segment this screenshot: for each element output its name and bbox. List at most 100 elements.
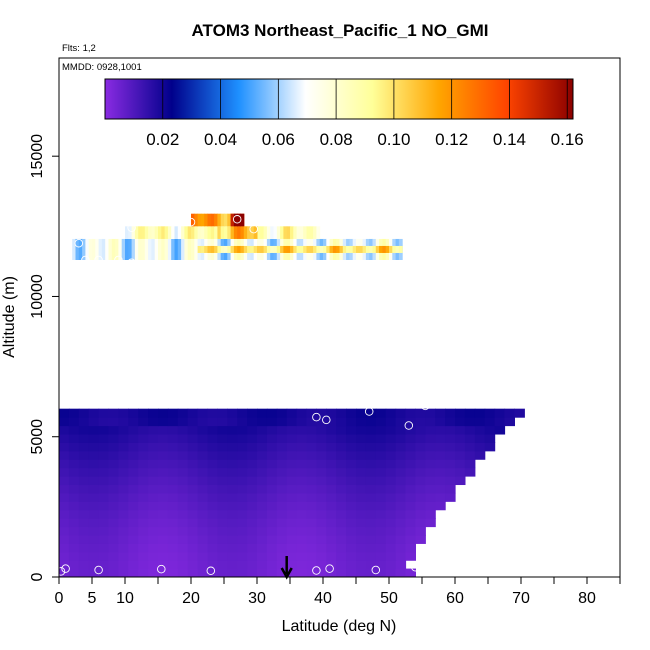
observation-point [61,564,70,573]
observation-point [107,365,117,374]
heatmap-cell [78,518,90,528]
heatmap-cell [197,526,209,536]
heatmap-cell [270,226,274,239]
heatmap-cell [306,492,317,502]
heatmap-cell [336,425,347,435]
heatmap-cell [187,534,199,544]
heatmap-cell [148,450,159,460]
heatmap-cell [425,484,436,494]
heatmap-cell [98,518,110,528]
heatmap-cell [445,425,456,435]
heatmap-cell [108,408,119,418]
heatmap-cell [445,442,456,452]
heatmap-cell [134,226,139,239]
heatmap-cell [356,492,367,502]
heatmap-cell [88,425,100,435]
heatmap-cell [138,425,149,435]
heatmap-cell [158,226,162,239]
heatmap-cell [372,245,377,253]
heatmap-cell [148,551,159,561]
heatmap-cell [316,467,327,477]
observation-point [312,566,321,575]
colorbar-tick-label: 0.02 [146,130,179,149]
heatmap-cell [217,417,228,427]
heatmap-cell [332,245,337,253]
observation-point [421,401,430,411]
heatmap-cell [138,433,149,443]
heatmap-cell [161,226,166,239]
heatmap-cell [276,467,288,477]
heatmap-cell [158,484,169,494]
heatmap-cell [88,560,100,570]
heatmap-cell [197,476,209,486]
heatmap-cell [286,433,298,443]
heatmap-cell [187,450,199,460]
heatmap-cell [395,568,407,577]
heatmap-cell [227,245,232,253]
heatmap-cell [98,476,110,486]
heatmap-cell [167,518,179,528]
heatmap-cell [415,509,426,519]
heatmap-cell [375,534,387,544]
heatmap-cell [257,450,268,460]
heatmap-cell [184,238,189,260]
heatmap-cell [217,509,228,519]
heatmap-cell [336,543,347,553]
heatmap-cell [346,551,357,561]
heatmap-cell [326,417,337,427]
heatmap-cell [98,467,110,477]
heatmap-cell [59,467,70,477]
heatmap-cell [240,226,245,239]
heatmap-cell [375,450,387,460]
heatmap-cell [217,501,228,511]
heatmap-cell [200,226,205,239]
heatmap-cell [207,543,218,553]
heatmap-cell [184,226,189,239]
heatmap-cell [59,425,70,435]
heatmap-cell [210,213,215,227]
observation-point [265,292,275,301]
latitude-marker-arrow [280,556,293,580]
heatmap-cell [296,450,308,460]
heatmap-cell [88,492,100,502]
heatmap-cell [237,568,248,577]
heatmap-cell [296,568,308,577]
heatmap-cell [365,509,377,519]
heatmap-cell [207,442,218,452]
x-tick-label: 60 [446,590,464,607]
heatmap-cell [346,534,357,544]
heatmap-cell [233,226,238,239]
heatmap-cell [494,408,506,418]
observation-point [483,264,493,273]
heatmap-cell [276,543,288,553]
heatmap-cell [484,417,496,427]
observation-point [411,562,420,572]
heatmap-cell [118,560,129,570]
heatmap-cell [266,560,278,570]
heatmap-cell [415,526,426,536]
heatmap-cell [148,417,159,427]
heatmap-cell [336,534,347,544]
heatmap-cell [177,501,189,511]
heatmap-cell [220,226,225,239]
heatmap-cell [243,226,248,239]
heatmap-cell [276,417,288,427]
observation-point [147,272,156,282]
heatmap-cell [296,518,308,528]
heatmap-cell [365,459,377,469]
heatmap-cell [125,226,129,239]
heatmap-cell [197,492,209,502]
heatmap-cell [167,433,179,443]
heatmap-cell [247,560,258,570]
heatmap-cell [385,417,397,427]
heatmap-cell [306,484,317,494]
heatmap-cell [464,408,476,418]
heatmap-cell [59,450,70,460]
heatmap-cell [356,442,367,452]
colorbar-tick-label: 0.06 [262,130,295,149]
heatmap-cell [108,560,119,570]
heatmap-cell [464,417,476,427]
heatmap-cell [118,467,129,477]
heatmap-cell [415,433,426,443]
heatmap-cell [224,226,228,239]
